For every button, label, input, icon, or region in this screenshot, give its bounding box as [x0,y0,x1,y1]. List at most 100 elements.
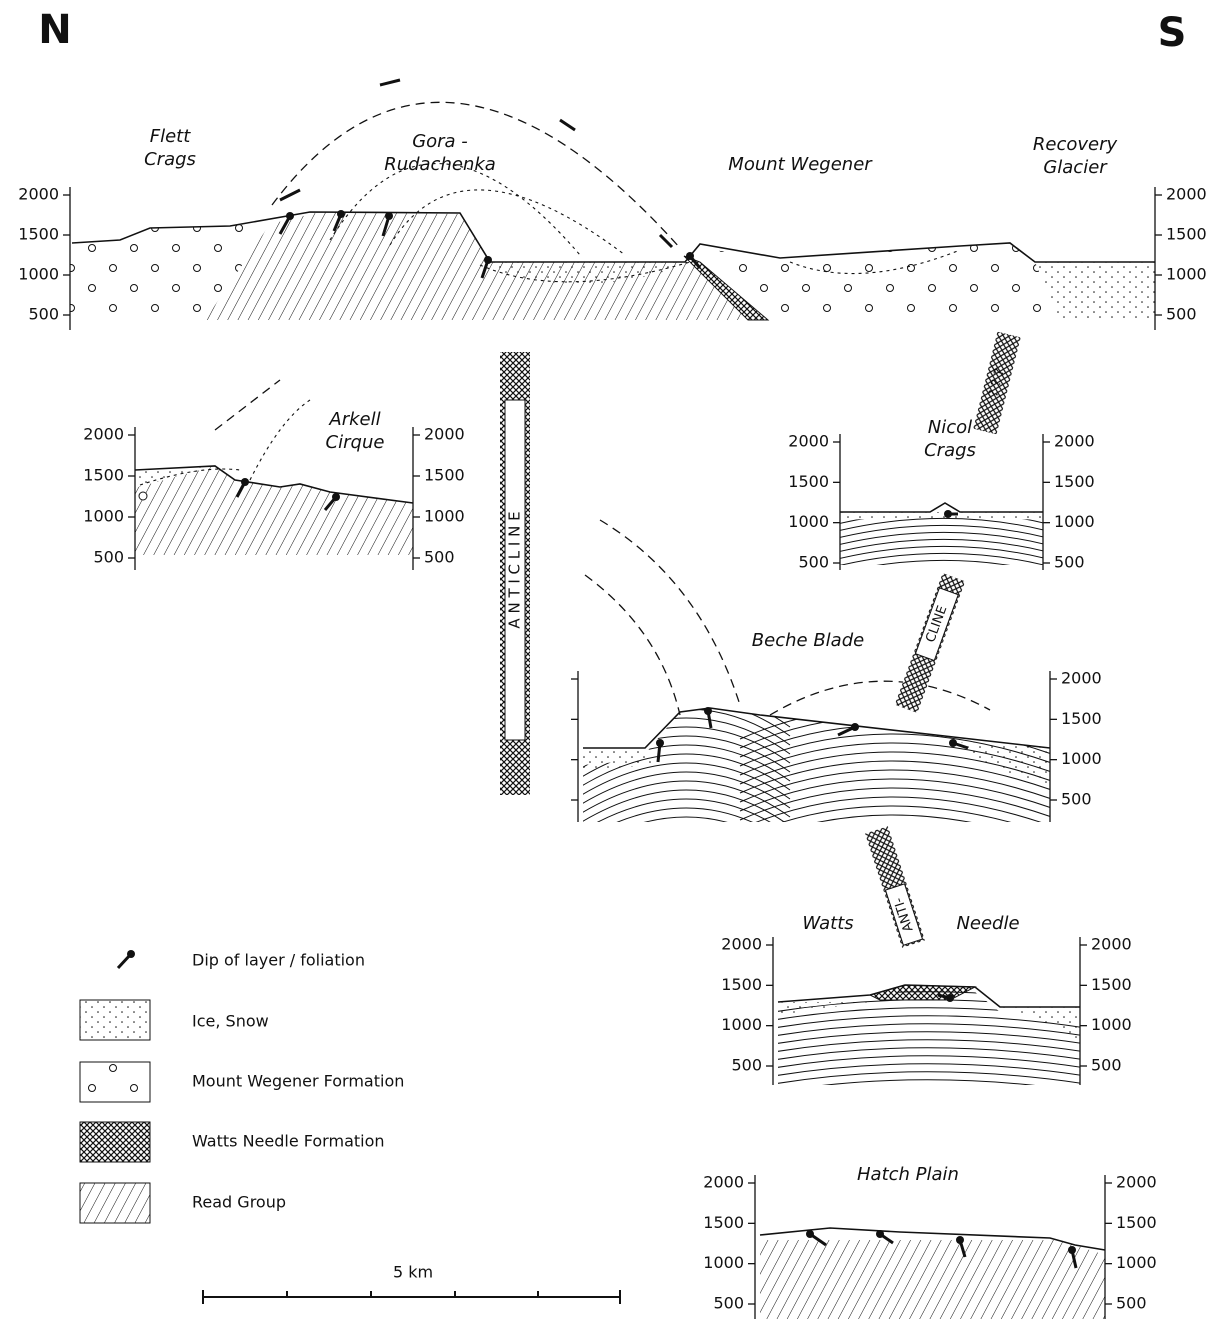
dip-symbol [1068,1246,1076,1254]
foliation [575,808,790,844]
elevation-label: 1500 [424,466,465,485]
foliation [740,815,1060,847]
dip-symbol [286,212,294,220]
elevation-label: 1000 [18,265,59,284]
elevation-label: 2000 [721,935,762,954]
elevation-label: 1500 [1091,975,1132,994]
foliation [770,1024,1090,1037]
elevation-label: 500 [28,305,59,324]
place-label: Mount Wegener [728,154,873,175]
dip-symbol [241,478,249,486]
place-label: Cirque [326,432,385,453]
scale-line [203,1290,620,1304]
elevation-label: 500 [731,1056,762,1075]
elevation-label: 1500 [703,1213,744,1232]
foliation [770,1048,1090,1061]
elevation-label: 1500 [1061,709,1102,728]
elevation-label: 1500 [83,466,124,485]
elevation-label: 500 [798,553,829,572]
elevation-label: 2000 [703,1173,744,1192]
elevation-label: 1500 [721,975,762,994]
legend-dip-symbol [118,955,130,968]
read-group [135,466,413,555]
elevation-label: 500 [93,548,124,567]
elevation-label: 2000 [1116,1173,1157,1192]
place-label: Nicol [928,417,972,438]
legend-swatch [80,1183,150,1223]
elevation-label: 1000 [1054,512,1095,531]
place-label: Needle [956,913,1019,934]
legend-swatch [80,1062,150,1102]
band-nicol: ? ? ? [973,332,1020,435]
dip-symbol [385,212,393,220]
elevation-label: 1000 [703,1253,744,1272]
elevation-label: 1500 [18,225,59,244]
elevation-label: 500 [1054,553,1085,572]
legend: Dip of layer / foliation Ice, Snow Mount… [80,950,404,1223]
elevation-label: 2000 [424,425,465,444]
north-label: N [38,7,71,53]
place-label: Crags [924,440,976,461]
elevation-label: 2000 [83,425,124,444]
legend-label: Mount Wegener Formation [192,1072,404,1091]
dip-symbol [332,493,340,501]
foliation [770,1064,1090,1077]
dip-symbol [956,1236,964,1244]
elevation-label: 1500 [1116,1213,1157,1232]
place-label: Rudachenka [384,154,496,175]
legend-swatch [80,1122,150,1162]
foliation [770,1032,1090,1045]
section-nicol [830,503,1055,582]
section-watts [770,985,1090,1093]
section-top [70,80,1155,320]
wegener-formation [139,492,147,500]
elevation-label: 500 [1116,1294,1147,1313]
elevation-label: 500 [424,548,455,567]
section-hatch [760,1228,1105,1319]
elevation-label: 2000 [1091,935,1132,954]
elevation-label: 2000 [1166,185,1207,204]
elevation-label: 1000 [1116,1253,1157,1272]
dip-symbol [656,739,664,747]
dip-symbol [337,210,345,218]
band-label: A N T I C L I N E [506,511,524,628]
legend-dip-symbol [127,950,135,958]
elevation-label: 500 [1091,1056,1122,1075]
foliation [770,1080,1090,1093]
place-label: Recovery [1033,134,1118,155]
place-label: Arkell [328,409,380,430]
dip-symbol [704,707,712,715]
legend-label: Read Group [192,1193,286,1212]
dip-symbol [484,256,492,264]
elevation-label: 1000 [1091,1015,1132,1034]
dip-symbol [851,723,859,731]
dip-symbol [949,739,957,747]
dip-symbol [944,510,952,518]
fold-trace [215,380,280,430]
dip-symbol [806,1230,814,1238]
dip-symbol [686,252,694,260]
place-label: Hatch Plain [857,1164,959,1185]
legend-swatch [80,1000,150,1040]
legend-label: Watts Needle Formation [192,1132,385,1151]
elevation-label: 1500 [1166,225,1207,244]
elevation-label: 1500 [1054,472,1095,491]
elevation-label: 1500 [788,472,829,491]
elevation-label: 1000 [721,1015,762,1034]
elevation-label: 1000 [1166,265,1207,284]
foliation [830,560,1055,574]
foliation [740,806,1060,838]
foliation [575,817,790,853]
elevation-label: 2000 [1054,432,1095,451]
place-label: Flett [150,126,191,147]
elevation-label: 1000 [788,512,829,531]
place-label: Watts [802,913,853,934]
elevation-label: 2000 [788,432,829,451]
place-label: Beche Blade [752,630,864,651]
read-group [760,1240,1105,1319]
dip-symbol [946,994,954,1002]
legend-label: Ice, Snow [192,1012,269,1031]
scale-label: 5 km [393,1263,433,1282]
ice [840,512,1043,521]
elevation-label: 1000 [83,507,124,526]
